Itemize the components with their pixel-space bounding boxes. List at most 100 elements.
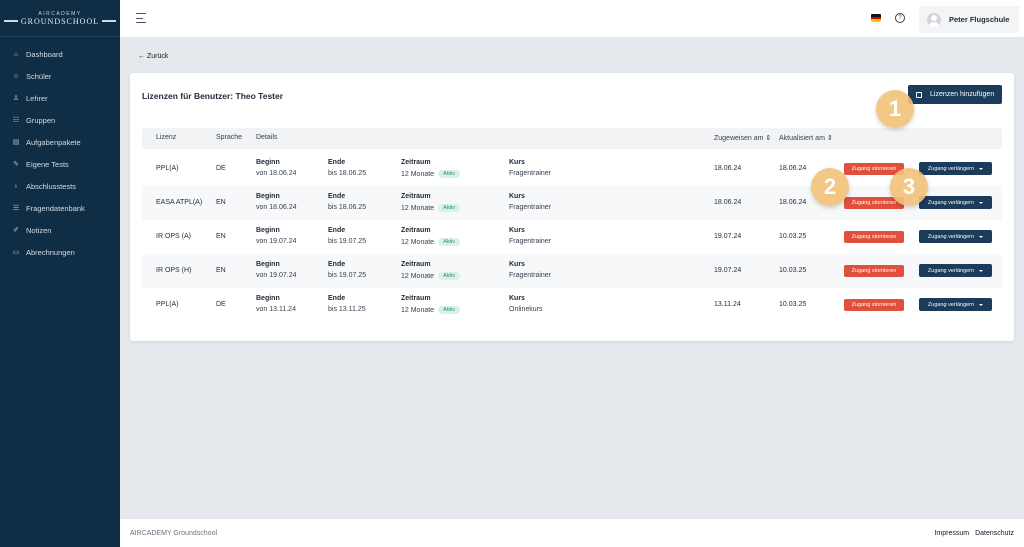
header-aktualisiert[interactable]: Aktualisiert am ⇕ xyxy=(779,135,833,142)
label-kurs: Kurs xyxy=(509,261,525,268)
back-link[interactable]: ← Zurück xyxy=(138,53,168,60)
extend-access-button[interactable]: Zugang verlängern xyxy=(919,230,992,243)
sidebar-item-lehrer[interactable]: ♙ Lehrer xyxy=(0,87,120,109)
extend-access-label: Zugang verlängern xyxy=(927,301,975,308)
logo[interactable]: AIRCADEMY GROUNDSCHOOL xyxy=(0,0,120,37)
status-badge: Aktiv xyxy=(438,238,461,246)
cell-zeitraum: 12 Monate Aktiv xyxy=(401,170,461,178)
logo-top-text: AIRCADEMY xyxy=(38,10,82,17)
sidebar-item-eigene-tests[interactable]: ✎ Eigene Tests xyxy=(0,153,120,175)
list-icon: ☰ xyxy=(12,205,20,212)
chevron-down-icon xyxy=(979,201,984,204)
impressum-link[interactable]: Impressum xyxy=(934,530,970,537)
sidebar-item-fragendatenbank[interactable]: ☰ Fragendatenbank xyxy=(0,197,120,219)
table-row: IR OPS (H) EN Beginn von 19.07.24 Ende b… xyxy=(142,254,1002,288)
table-header: Lizenz Sprache Details Zugeweisen am ⇕ A… xyxy=(142,128,1002,149)
label-beginn: Beginn xyxy=(256,193,280,200)
footer: AIRCADEMY Groundschool Impressum Datensc… xyxy=(120,518,1024,547)
page-title: Lizenzen für Benutzer: Theo Tester xyxy=(142,91,284,101)
cell-lizenz: PPL(A) xyxy=(156,301,179,308)
table-row: IR OPS (A) EN Beginn von 19.07.24 Ende b… xyxy=(142,220,1002,254)
cell-ende: bis 18.06.25 xyxy=(328,204,367,211)
zeitraum-value: 12 Monate xyxy=(401,306,435,314)
marker-3: 3 xyxy=(890,168,928,206)
label-kurs: Kurs xyxy=(509,227,525,234)
label-ende: Ende xyxy=(328,261,346,268)
cell-zugewiesen: 18.06.24 xyxy=(714,165,742,172)
header-details: Details xyxy=(256,134,278,141)
cancel-access-button[interactable]: Zugang stornieren xyxy=(844,299,904,311)
label-kurs: Kurs xyxy=(509,193,525,200)
header-lizenz: Lizenz xyxy=(156,134,177,141)
cell-kurs: Fragentrainer xyxy=(509,272,552,279)
label-beginn: Beginn xyxy=(256,227,280,234)
german-flag-icon[interactable] xyxy=(871,14,881,22)
extend-access-label: Zugang verlängern xyxy=(927,165,975,172)
extend-access-button[interactable]: Zugang verlängern xyxy=(919,196,992,209)
sidebar-nav: ⌂ Dashboard ☺ Schüler ♙ Lehrer ☷ Gruppen ▤ Au… xyxy=(0,43,120,263)
cell-zeitraum: 12 Monate Aktiv xyxy=(401,272,461,280)
cancel-access-button[interactable]: Zugang stornieren xyxy=(844,197,904,209)
label-ende: Ende xyxy=(328,227,346,234)
help-icon[interactable]: ? xyxy=(895,13,905,23)
user-icon: ☺ xyxy=(12,72,20,80)
cell-beginn: von 19.07.24 xyxy=(256,272,297,279)
user-name: Peter Flugschule xyxy=(949,15,1010,24)
extend-access-button[interactable]: Zugang verlängern xyxy=(919,264,992,277)
sidebar-item-label: Abrechnungen xyxy=(26,247,75,257)
label-ende: Ende xyxy=(328,295,346,302)
user-menu[interactable]: Peter Flugschule xyxy=(919,6,1019,33)
extend-access-button[interactable]: Zugang verlängern xyxy=(919,162,992,175)
zeitraum-value: 12 Monate xyxy=(401,238,435,246)
cancel-access-button[interactable]: Zugang stornieren xyxy=(844,163,904,175)
add-licenses-label: Lizenzen hinzufügen xyxy=(930,91,995,98)
label-ende: Ende xyxy=(328,159,346,166)
cell-sprache: EN xyxy=(216,233,226,240)
label-beginn: Beginn xyxy=(256,159,280,166)
label-ende: Ende xyxy=(328,193,346,200)
cancel-access-button[interactable]: Zugang stornieren xyxy=(844,231,904,243)
cell-zeitraum: 12 Monate Aktiv xyxy=(401,238,461,246)
sidebar-item-dashboard[interactable]: ⌂ Dashboard xyxy=(0,43,120,65)
status-badge: Aktiv xyxy=(438,204,461,212)
sidebar-item-label: Schüler xyxy=(26,71,52,81)
chevron-down-icon xyxy=(979,235,984,238)
menu-toggle-icon[interactable] xyxy=(136,13,146,23)
cell-lizenz: EASA ATPL(A) xyxy=(156,199,203,206)
sidebar-item-abrechnungen[interactable]: ▭ Abrechnungen xyxy=(0,241,120,263)
sidebar-item-label: Gruppen xyxy=(26,115,56,125)
add-licenses-button[interactable]: Lizenzen hinzufügen xyxy=(908,85,1002,104)
award-icon: ♁ xyxy=(13,182,19,190)
header-zugewiesen[interactable]: Zugeweisen am ⇕ xyxy=(714,135,772,142)
marker-2: 2 xyxy=(811,168,849,206)
sidebar-item-schueler[interactable]: ☺ Schüler xyxy=(0,65,120,87)
cell-kurs: Fragentrainer xyxy=(509,170,552,177)
label-beginn: Beginn xyxy=(256,261,280,268)
cancel-access-button[interactable]: Zugang stornieren xyxy=(844,265,904,277)
cell-aktualisiert: 18.06.24 xyxy=(779,165,807,172)
table-row: PPL(A) DE Beginn von 18.06.24 Ende bis 1… xyxy=(142,152,1002,186)
label-kurs: Kurs xyxy=(509,159,525,166)
sidebar-item-abschlusstests[interactable]: ♁ Abschlusstests xyxy=(0,175,120,197)
datenschutz-link[interactable]: Datenschutz xyxy=(975,530,1014,537)
label-zeitraum: Zeitraum xyxy=(401,261,431,268)
status-badge: Aktiv xyxy=(438,170,461,178)
logo-bottom: GROUNDSCHOOL xyxy=(3,17,117,26)
cell-zugewiesen: 19.07.24 xyxy=(714,267,742,274)
zeitraum-value: 12 Monate xyxy=(401,204,435,212)
extend-access-button[interactable]: Zugang verlängern xyxy=(919,298,992,311)
footer-links: Impressum Datenschutz xyxy=(934,530,1014,537)
sidebar-item-aufgabenpakete[interactable]: ▤ Aufgabenpakete xyxy=(0,131,120,153)
label-zeitraum: Zeitraum xyxy=(401,193,431,200)
cell-sprache: EN xyxy=(216,199,226,206)
label-zeitraum: Zeitraum xyxy=(401,159,431,166)
sidebar-item-notizen[interactable]: ✐ Notizen xyxy=(0,219,120,241)
cell-beginn: von 19.07.24 xyxy=(256,238,297,245)
avatar xyxy=(927,12,941,27)
table-row: PPL(A) DE Beginn von 13.11.24 Ende bis 1… xyxy=(142,288,1002,322)
sidebar-item-gruppen[interactable]: ☷ Gruppen xyxy=(0,109,120,131)
cell-beginn: von 18.06.24 xyxy=(256,170,297,177)
sidebar: AIRCADEMY GROUNDSCHOOL ⌂ Dashboard ☺ Schül… xyxy=(0,0,120,547)
header-sprache: Sprache xyxy=(216,134,243,141)
label-beginn: Beginn xyxy=(256,295,280,302)
